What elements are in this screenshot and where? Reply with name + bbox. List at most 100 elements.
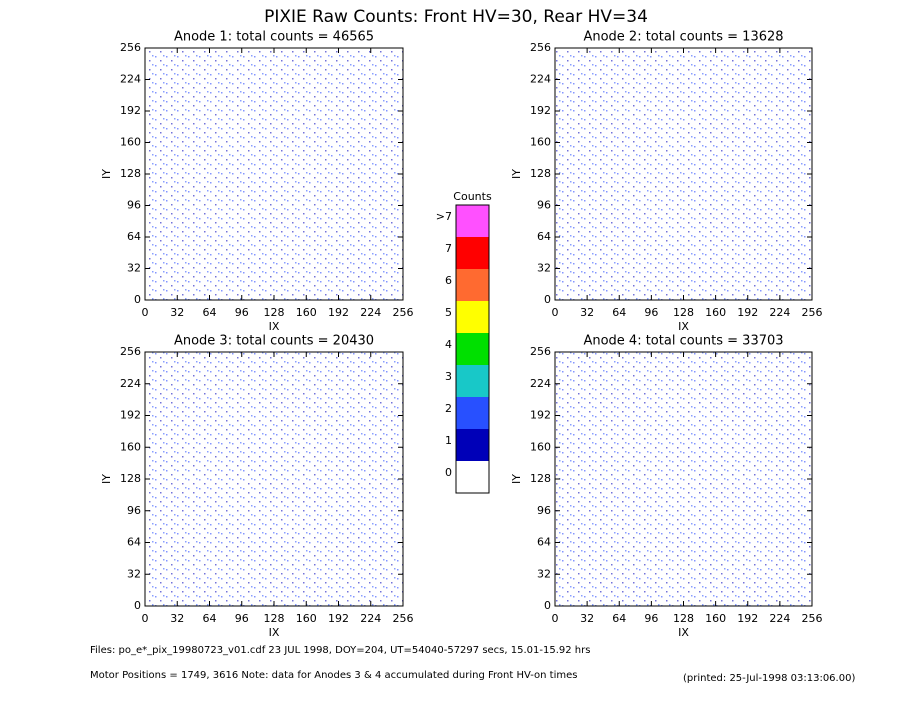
colorbar-cell	[456, 237, 489, 269]
y-tick-label: 192	[530, 104, 551, 117]
y-tick-label: 224	[120, 377, 141, 390]
x-tick-label: 64	[203, 612, 217, 625]
motor-note: Motor Positions = 1749, 3616 Note: data …	[90, 670, 577, 681]
x-tick-label: 96	[644, 306, 658, 319]
x-tick-label: 224	[769, 612, 790, 625]
x-axis-label: IX	[678, 320, 689, 333]
files-note: Files: po_e*_pix_19980723_v01.cdf 23 JUL…	[90, 645, 590, 656]
y-axis-label: IY	[510, 169, 523, 179]
y-tick-label: 224	[530, 73, 551, 86]
colorbar-cell	[456, 365, 489, 397]
x-tick-label: 32	[170, 612, 184, 625]
x-tick-label: 192	[328, 306, 349, 319]
x-tick-label: 96	[235, 306, 249, 319]
y-tick-label: 64	[537, 536, 551, 549]
x-tick-label: 64	[612, 306, 626, 319]
x-tick-label: 160	[705, 612, 726, 625]
y-tick-label: 160	[530, 440, 551, 453]
y-axis-label: IY	[510, 474, 523, 484]
y-tick-label: 256	[530, 41, 551, 54]
x-tick-label: 128	[264, 306, 285, 319]
y-tick-label: 64	[127, 230, 141, 243]
colorbar-cell	[456, 301, 489, 333]
x-tick-label: 32	[580, 612, 594, 625]
y-tick-label: 0	[134, 293, 141, 306]
colorbar-title: Counts	[453, 190, 492, 203]
y-tick-label: 64	[127, 536, 141, 549]
x-tick-label: 32	[170, 306, 184, 319]
panel-title: Anode 1: total counts = 46565	[174, 30, 374, 45]
y-tick-label: 192	[120, 104, 141, 117]
y-tick-label: 32	[127, 567, 141, 580]
colorbar-label: 7	[445, 242, 452, 255]
panel-title: Anode 4: total counts = 33703	[583, 334, 783, 349]
colorbar-label: 4	[445, 338, 452, 351]
x-tick-label: 96	[235, 612, 249, 625]
x-tick-label: 0	[552, 612, 559, 625]
x-tick-label: 192	[328, 612, 349, 625]
y-tick-label: 160	[530, 136, 551, 149]
y-tick-label: 128	[120, 472, 141, 485]
y-tick-label: 96	[127, 504, 141, 517]
x-tick-label: 64	[203, 306, 217, 319]
y-tick-label: 32	[537, 567, 551, 580]
y-tick-label: 0	[134, 599, 141, 612]
colorbar-label: >7	[436, 210, 452, 223]
x-tick-label: 128	[264, 612, 285, 625]
y-tick-label: 32	[127, 262, 141, 275]
y-tick-label: 32	[537, 262, 551, 275]
y-tick-label: 224	[530, 377, 551, 390]
x-tick-label: 224	[360, 612, 381, 625]
x-tick-label: 224	[360, 306, 381, 319]
y-tick-label: 96	[127, 199, 141, 212]
y-tick-label: 192	[120, 409, 141, 422]
y-tick-label: 256	[120, 41, 141, 54]
printed-note: (printed: 25-Jul-1998 03:13:06.00)	[683, 673, 855, 684]
y-tick-label: 192	[530, 409, 551, 422]
colorbar-label: 2	[445, 402, 452, 415]
colorbar-cell	[456, 205, 489, 237]
x-tick-label: 32	[580, 306, 594, 319]
x-tick-label: 0	[142, 306, 149, 319]
y-tick-label: 96	[537, 199, 551, 212]
colorbar-label: 0	[445, 466, 452, 479]
y-axis-label: IY	[100, 474, 113, 484]
y-tick-label: 0	[544, 599, 551, 612]
colorbar-cell	[456, 269, 489, 301]
colorbar-label: 6	[445, 274, 452, 287]
page-title: PIXIE Raw Counts: Front HV=30, Rear HV=3…	[264, 7, 648, 27]
x-tick-label: 256	[802, 306, 823, 319]
y-tick-label: 96	[537, 504, 551, 517]
x-axis-label: IX	[269, 320, 280, 333]
x-tick-label: 160	[705, 306, 726, 319]
y-axis-label: IY	[100, 169, 113, 179]
x-tick-label: 256	[393, 612, 414, 625]
x-tick-label: 96	[644, 612, 658, 625]
x-tick-label: 256	[393, 306, 414, 319]
y-tick-label: 256	[530, 345, 551, 358]
x-axis-label: IX	[678, 626, 689, 639]
panel-title: Anode 2: total counts = 13628	[583, 30, 783, 45]
colorbar-cell	[456, 333, 489, 365]
colorbar-cell	[456, 429, 489, 461]
x-tick-label: 256	[802, 612, 823, 625]
plot-texture	[555, 48, 812, 300]
colorbar-frame	[455, 204, 490, 494]
y-tick-label: 128	[530, 472, 551, 485]
y-tick-label: 256	[120, 345, 141, 358]
plot-texture	[145, 48, 403, 300]
x-tick-label: 224	[769, 306, 790, 319]
y-tick-label: 0	[544, 293, 551, 306]
x-tick-label: 192	[737, 306, 758, 319]
x-tick-label: 192	[737, 612, 758, 625]
y-tick-label: 128	[530, 167, 551, 180]
colorbar-cell	[456, 461, 489, 493]
y-tick-label: 224	[120, 73, 141, 86]
x-tick-label: 64	[612, 612, 626, 625]
colorbar-label: 5	[445, 306, 452, 319]
x-tick-label: 160	[296, 612, 317, 625]
colorbar-label: 1	[445, 434, 452, 447]
panel-title: Anode 3: total counts = 20430	[174, 334, 374, 349]
x-tick-label: 128	[673, 612, 694, 625]
